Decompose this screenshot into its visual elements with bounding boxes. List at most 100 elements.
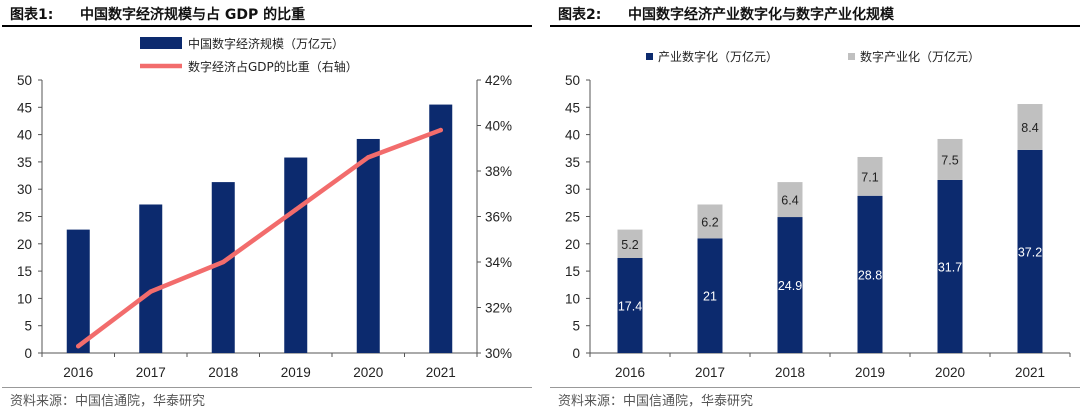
source-note: 资料来源：中国信通院，华泰研究 xyxy=(558,394,754,409)
figure-header: 图表1: 中国数字经济规模与占 GDP 的比重 xyxy=(2,0,532,26)
data-label-digital-industrialization: 8.4 xyxy=(1021,121,1038,135)
y2-tick-label: 42% xyxy=(485,73,512,88)
y2-tick-label: 34% xyxy=(485,255,512,270)
data-label-digital-industrialization: 6.4 xyxy=(781,194,798,208)
point-gdp-share xyxy=(293,207,298,212)
y2-tick-label: 40% xyxy=(485,119,512,134)
legend-swatch-bar xyxy=(140,37,182,49)
x-tick-label: 2021 xyxy=(426,365,456,380)
y2-tick-label: 30% xyxy=(485,346,512,361)
y-tick-label: 45 xyxy=(17,100,32,115)
data-label-industrial-digitization: 31.7 xyxy=(938,260,962,274)
source-note: 资料来源：中国信通院，华泰研究 xyxy=(10,394,206,409)
bar-digital-economy xyxy=(356,138,380,353)
x-tick-label: 2017 xyxy=(695,365,725,380)
chart-panel-left: 图表1: 中国数字经济规模与占 GDP 的比重 0 5 10 15 20 25 30 35 40… xyxy=(2,0,532,415)
combo-chart: 0 5 10 15 20 25 30 35 40 45 50 30% 32% 34% 36% 38% 40% 42… xyxy=(17,36,512,380)
y2-tick-label: 38% xyxy=(485,164,512,179)
figure-title: 中国数字经济产业数字化与数字产业化规模 xyxy=(628,7,894,23)
x-tick-label: 2016 xyxy=(63,365,93,380)
legend-label-digital-industrialization: 数字产业化（万亿元） xyxy=(860,49,980,64)
x-tick-label: 2016 xyxy=(615,365,645,380)
header-rule xyxy=(550,25,1080,27)
x-tick-label: 2021 xyxy=(1015,365,1045,380)
bar-segment-industrial-digitization xyxy=(857,195,883,353)
x-tick-label: 2019 xyxy=(855,365,885,380)
y-tick-label: 10 xyxy=(565,291,580,306)
point-gdp-share xyxy=(366,155,371,160)
line-gdp-share xyxy=(76,127,443,349)
bar-segment-industrial-digitization xyxy=(777,217,803,353)
y-tick-label: 30 xyxy=(565,182,580,197)
bar-segment-industrial-digitization xyxy=(1017,149,1043,353)
footer-rule xyxy=(2,387,532,388)
bar-segment-digital-industrialization xyxy=(777,182,803,218)
y2-tick-label: 32% xyxy=(485,301,512,316)
data-label-digital-industrialization: 7.1 xyxy=(861,170,878,184)
point-gdp-share xyxy=(438,127,443,133)
y-tick-label: 35 xyxy=(17,155,32,170)
figure-label: 图表2: xyxy=(558,7,602,23)
point-gdp-share xyxy=(148,289,153,294)
data-label-industrial-digitization: 24.9 xyxy=(778,279,802,293)
bar-segment-digital-industrialization xyxy=(937,138,963,180)
y-tick-label: 5 xyxy=(572,319,580,334)
y2-tick-label: 36% xyxy=(485,210,512,225)
bar-segment-industrial-digitization xyxy=(697,238,723,353)
footer-rule xyxy=(550,387,1080,388)
data-label-industrial-digitization: 17.4 xyxy=(618,299,642,313)
y-tick-label: 30 xyxy=(17,182,32,197)
bar-digital-economy xyxy=(66,229,90,353)
bar-segment-digital-industrialization xyxy=(617,229,643,258)
x-tick-label: 2018 xyxy=(208,365,238,380)
y-tick-label: 50 xyxy=(565,73,580,88)
y-tick-label: 25 xyxy=(565,210,580,225)
data-label-industrial-digitization: 37.2 xyxy=(1018,245,1042,259)
legend-swatch-industrial-digitization xyxy=(646,53,653,60)
bar-digital-economy xyxy=(139,204,163,353)
y-tick-label: 40 xyxy=(565,128,580,143)
y-tick-label: 50 xyxy=(17,73,32,88)
figure-title: 中国数字经济规模与占 GDP 的比重 xyxy=(80,7,306,23)
bar-segment-digital-industrialization xyxy=(1017,104,1043,150)
bar-segment-industrial-digitization xyxy=(937,179,963,353)
data-label-digital-industrialization: 7.5 xyxy=(941,153,958,167)
bar-segment-digital-industrialization xyxy=(857,156,883,196)
header-rule xyxy=(2,25,532,27)
legend-label-bar: 中国数字经济规模（万亿元） xyxy=(188,36,344,51)
y-tick-label: 10 xyxy=(17,291,32,306)
bar-digital-economy xyxy=(429,104,453,353)
bar-segment-digital-industrialization xyxy=(697,204,723,239)
data-label-digital-industrialization: 5.2 xyxy=(621,238,638,252)
legend-swatch-digital-industrialization xyxy=(848,53,855,60)
bar-digital-economy xyxy=(211,182,235,353)
y-tick-label: 25 xyxy=(17,210,32,225)
x-tick-label: 2017 xyxy=(136,365,166,380)
y-tick-label: 15 xyxy=(17,264,32,279)
y-tick-label: 40 xyxy=(17,128,32,143)
data-label-industrial-digitization: 28.8 xyxy=(858,268,882,282)
legend-label-line: 数字经济占GDP的比重（右轴） xyxy=(188,59,358,74)
bar-digital-economy xyxy=(284,157,308,353)
y-tick-label: 45 xyxy=(565,100,580,115)
y-tick-label: 20 xyxy=(17,237,32,252)
x-tick-label: 2019 xyxy=(281,365,311,380)
legend-label-industrial-digitization: 产业数字化（万亿元） xyxy=(658,49,778,64)
figure-header: 图表2: 中国数字经济产业数字化与数字产业化规模 xyxy=(550,0,1080,26)
data-label-industrial-digitization: 21 xyxy=(703,290,717,304)
bar-segment-industrial-digitization xyxy=(617,257,643,353)
x-tick-label: 2018 xyxy=(775,365,805,380)
chart-panel-right: 图表2: 中国数字经济产业数字化与数字产业化规模 0 5 10 15 20 25 30 35 4… xyxy=(550,0,1080,415)
y-tick-label: 35 xyxy=(565,155,580,170)
y-tick-label: 20 xyxy=(565,237,580,252)
stacked-bar-chart: 0 5 10 15 20 25 30 35 40 45 50 2016 2017 2018 2019 2020… xyxy=(565,49,1071,380)
data-label-digital-industrialization: 6.2 xyxy=(701,215,718,229)
x-tick-label: 2020 xyxy=(935,365,965,380)
point-gdp-share xyxy=(76,343,81,349)
y-tick-label: 0 xyxy=(24,346,32,361)
x-tick-label: 2020 xyxy=(353,365,383,380)
y-tick-label: 15 xyxy=(565,264,580,279)
point-gdp-share xyxy=(221,259,226,265)
y-tick-label: 0 xyxy=(572,346,580,361)
figure-label: 图表1: xyxy=(10,7,54,23)
